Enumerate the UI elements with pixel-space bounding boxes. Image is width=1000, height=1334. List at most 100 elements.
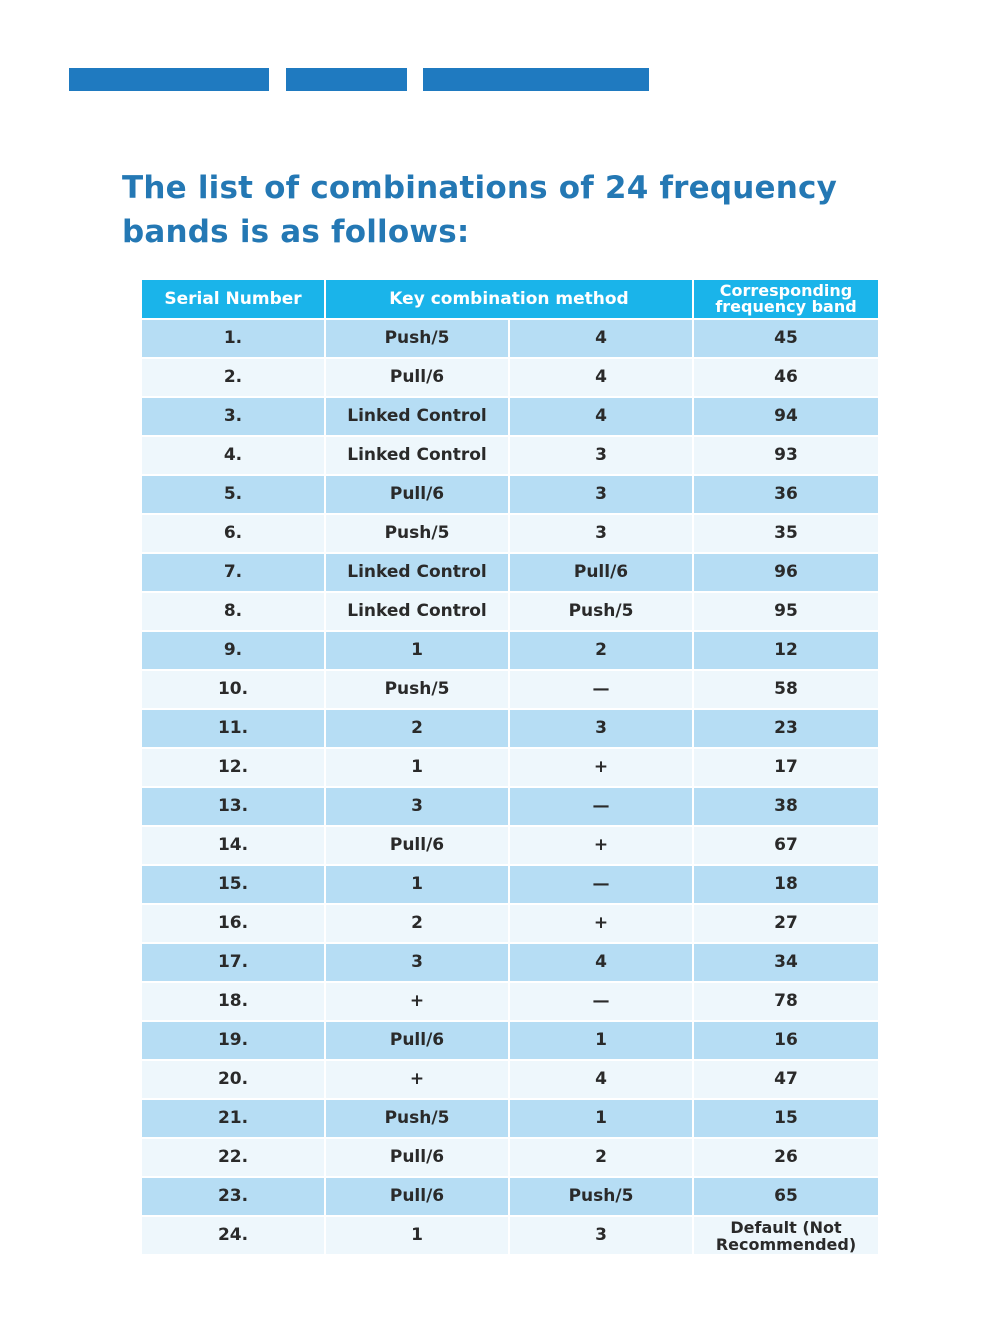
key-second-cell: 1 [507,1020,694,1060]
frequency-band-table: Serial Number Key combination method Cor… [142,280,879,1254]
table-row: 4. Linked Control 3 93 [142,435,879,475]
key-first-cell: 1 [324,747,509,787]
key-second-cell: 4 [507,942,694,982]
key-second-cell: Pull/6 [507,552,694,592]
key-second-cell: 2 [507,1137,694,1177]
serial-number-cell: 2. [142,357,325,397]
header-bar-middle [286,68,407,91]
serial-number-cell: 15. [142,864,325,904]
frequency-band-cell: 15 [692,1098,879,1138]
table-row: 21. Push/5 1 15 [142,1098,879,1138]
table-row: 5. Pull/6 3 36 [142,474,879,514]
frequency-band-cell: 93 [692,435,879,475]
table-row: 20. +4 47 [142,1059,879,1099]
frequency-band-cell: 45 [692,318,879,358]
table-row: 23. Pull/6 Push/5 65 [142,1176,879,1216]
serial-number-cell: 9. [142,630,325,670]
frequency-band-cell: 46 [692,357,879,397]
table-row: 12. 1 +17 [142,747,879,787]
serial-number-cell: 6. [142,513,325,553]
key-first-cell: 3 [324,786,509,826]
serial-number-cell: 5. [142,474,325,514]
table-row: 2. Pull/6 4 46 [142,357,879,397]
table-row: 14. Pull/6 +67 [142,825,879,865]
key-second-cell: 3 [507,435,694,475]
serial-number-cell: 16. [142,903,325,943]
key-first-cell: Push/5 [324,513,509,553]
key-first-cell: Pull/6 [324,1020,509,1060]
serial-number-cell: 1. [142,318,325,358]
key-first-cell: 1 [324,1215,509,1254]
key-second-cell: — [507,981,694,1021]
key-second-cell: 2 [507,630,694,670]
header-bar-left [69,68,269,91]
key-first-cell: Linked Control [324,435,509,475]
serial-number-header: Serial Number [142,280,325,319]
key-first-cell: 2 [324,903,509,943]
key-second-cell: 4 [507,396,694,436]
frequency-band-cell: 26 [692,1137,879,1177]
serial-number-cell: 10. [142,669,325,709]
frequency-band-cell: 12 [692,630,879,670]
key-first-cell: Push/5 [324,669,509,709]
frequency-band-cell: 58 [692,669,879,709]
table-row: 10. Push/5—58 [142,669,879,709]
table-row: 18. + —78 [142,981,879,1021]
table-row: 3. Linked Control 4 94 [142,396,879,436]
frequency-band-cell: 35 [692,513,879,553]
table-row: 19. Pull/6 1 16 [142,1020,879,1060]
page-title: The list of combinations of 24 frequency… [122,170,838,250]
key-combination-header: Key combination method [323,280,694,319]
key-first-cell: + [324,981,509,1021]
key-second-cell: — [507,786,694,826]
frequency-band-cell: 17 [692,747,879,787]
frequency-band-cell: 94 [692,396,879,436]
table-row: 15. 1—18 [142,864,879,904]
frequency-band-cell: 16 [692,1020,879,1060]
serial-number-cell: 17. [142,942,325,982]
key-second-cell: 1 [507,1098,694,1138]
serial-number-cell: 14. [142,825,325,865]
key-first-cell: 3 [324,942,509,982]
table-row: 6. Push/5 3 35 [142,513,879,553]
key-second-cell: 4 [507,1059,694,1099]
key-second-cell: — [507,669,694,709]
key-first-cell: Linked Control [324,552,509,592]
table-header-row: Serial Number Key combination method Cor… [142,280,879,319]
header-bar-right [423,68,649,91]
table-row: 22. Pull/6 2 26 [142,1137,879,1177]
table-row: 9. 1 2 12 [142,630,879,670]
serial-number-cell: 24. [142,1215,325,1254]
key-first-cell: 2 [324,708,509,748]
key-second-cell: 3 [507,474,694,514]
table-row: 11. 2 3 23 [142,708,879,748]
table-body: 1. Push/5 4 45 2. Pull/6 4 46 3. Linked Control 4 9… [142,318,879,1254]
key-first-cell: Pull/6 [324,474,509,514]
key-first-cell: Pull/6 [324,1137,509,1177]
key-first-cell: Pull/6 [324,1176,509,1216]
frequency-band-cell: 67 [692,825,879,865]
frequency-band-cell: 95 [692,591,879,631]
frequency-band-table-container: Serial Number Key combination method Cor… [142,280,879,1254]
frequency-band-cell: 23 [692,708,879,748]
table-row: 13. 3—38 [142,786,879,826]
key-first-cell: Push/5 [324,318,509,358]
serial-number-cell: 13. [142,786,325,826]
frequency-band-cell: 78 [692,981,879,1021]
serial-number-cell: 22. [142,1137,325,1177]
serial-number-cell: 23. [142,1176,325,1216]
table-row: 16. 2 +27 [142,903,879,943]
key-second-cell: 3 [507,708,694,748]
table-row: 1. Push/5 4 45 [142,318,879,358]
key-second-cell: 3 [507,513,694,553]
key-second-cell: 3 [507,1215,694,1254]
serial-number-cell: 12. [142,747,325,787]
key-second-cell: + [507,747,694,787]
frequency-band-header: Corresponding frequency band [692,280,879,319]
key-first-cell: Linked Control [324,396,509,436]
frequency-band-cell: 38 [692,786,879,826]
frequency-band-cell: Default (Not Recommended) [692,1215,879,1254]
serial-number-cell: 3. [142,396,325,436]
serial-number-cell: 7. [142,552,325,592]
serial-number-cell: 19. [142,1020,325,1060]
